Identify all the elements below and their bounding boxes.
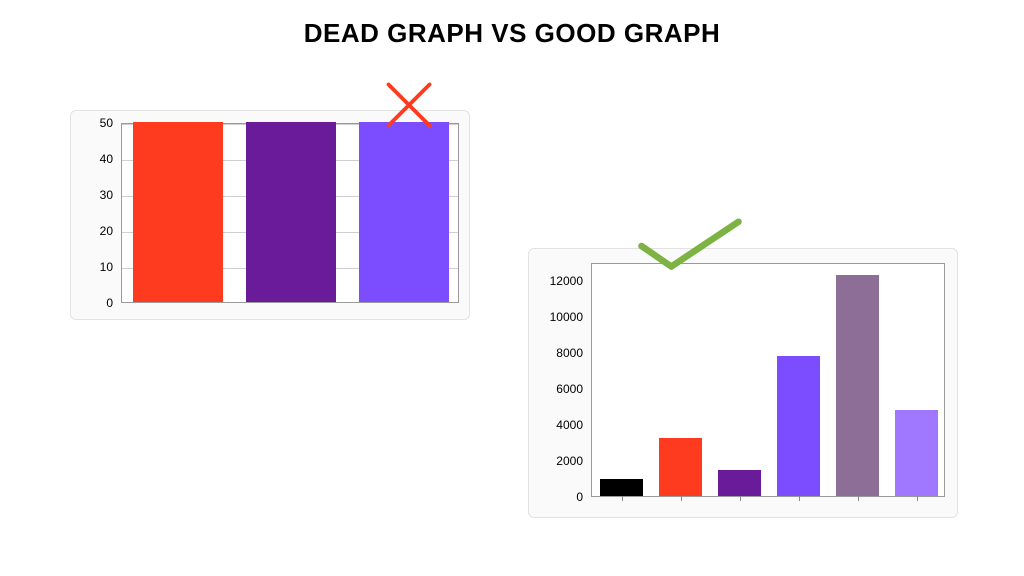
good-graph-ytick-label: 2000 (529, 454, 583, 468)
good-graph-ytick-label: 8000 (529, 346, 583, 360)
dead-graph-ytick-label: 20 (71, 224, 113, 238)
dead-graph-ytick-label: 10 (71, 260, 113, 274)
good-graph-ytick-label: 4000 (529, 418, 583, 432)
good-graph-xtick (681, 496, 682, 501)
good-graph-ytick-label: 6000 (529, 382, 583, 396)
good-graph-ytick-label: 10000 (529, 310, 583, 324)
good-graph-xtick (799, 496, 800, 501)
dead-graph-card: 0 10 20 30 40 50 (70, 110, 470, 320)
good-graph-xtick (622, 496, 623, 501)
good-graph-xtick (740, 496, 741, 501)
good-graph-bar (777, 356, 819, 496)
good-graph-xtick (917, 496, 918, 501)
dead-graph-bar (359, 122, 449, 302)
good-graph-ytick-label: 12000 (529, 274, 583, 288)
good-graph-bar (718, 470, 760, 496)
dead-graph-ytick-label: 30 (71, 188, 113, 202)
dead-graph-bar (246, 122, 336, 302)
dead-graph-ytick-label: 0 (71, 296, 113, 310)
good-graph-bar (600, 479, 642, 496)
dead-graph-ytick-label: 50 (71, 116, 113, 130)
good-graph-bar (836, 275, 878, 496)
dead-graph-ytick-label: 40 (71, 152, 113, 166)
page-title: DEAD GRAPH VS GOOD GRAPH (0, 18, 1024, 49)
good-graph-card: 0 2000 4000 6000 8000 10000 12000 (528, 248, 958, 518)
good-graph-bar (895, 410, 937, 496)
good-graph-plot-area (591, 263, 945, 497)
good-graph-ytick-label: 0 (529, 490, 583, 504)
dead-graph-plot-area (121, 123, 459, 303)
good-graph-xtick (858, 496, 859, 501)
dead-graph-bar (133, 122, 223, 302)
good-graph-bar (659, 438, 701, 497)
